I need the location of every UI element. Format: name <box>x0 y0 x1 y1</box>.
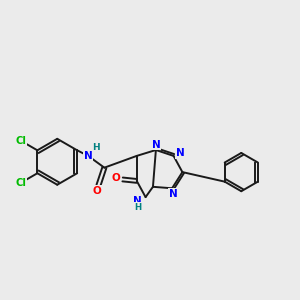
Text: N: N <box>133 196 142 206</box>
Text: N: N <box>152 140 160 150</box>
Text: O: O <box>112 173 121 183</box>
Text: N: N <box>176 148 184 158</box>
Text: N: N <box>169 189 178 199</box>
Text: N: N <box>84 151 92 161</box>
Text: Cl: Cl <box>16 178 26 188</box>
Text: Cl: Cl <box>16 136 26 146</box>
Text: H: H <box>93 143 100 152</box>
Text: H: H <box>134 203 141 212</box>
Text: O: O <box>93 186 101 196</box>
